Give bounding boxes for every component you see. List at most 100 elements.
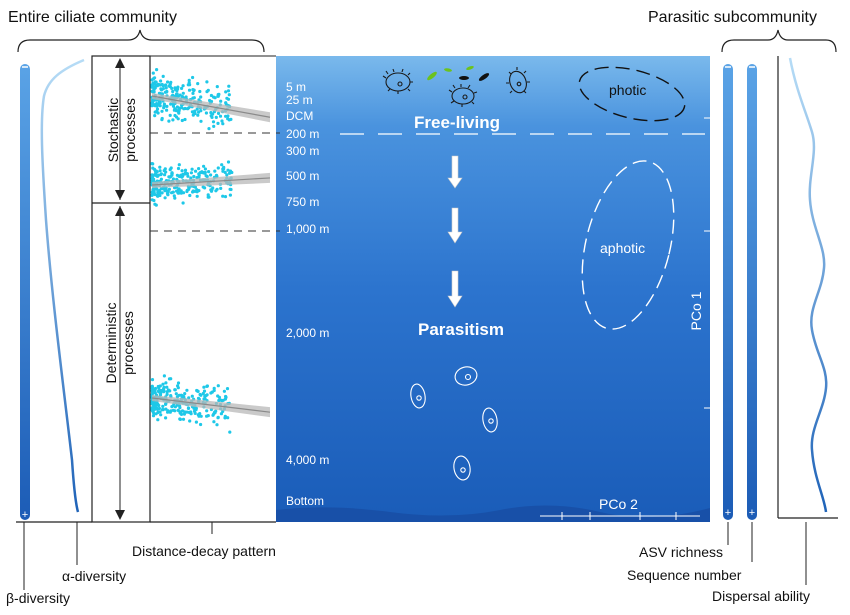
depth-label-5m: 5 m [286, 80, 307, 94]
scatter-point [151, 187, 156, 191]
scatter-point [154, 173, 158, 177]
header-entire-community: Entire ciliate community [8, 9, 177, 26]
scatter-point [201, 391, 205, 396]
deterministic-label-line-1: Deterministic [103, 302, 119, 384]
svg-text:+: + [725, 507, 731, 519]
depth-label-300m: 300 m [286, 144, 320, 158]
scatter-point [226, 114, 230, 118]
scatter-point [153, 192, 157, 197]
scatter-point [172, 194, 176, 198]
scatter-point [203, 397, 207, 401]
scatter-point [226, 160, 231, 164]
scatter-point [193, 109, 197, 113]
asv-richness-bar [723, 64, 733, 520]
scatter-point [166, 80, 170, 84]
beta-diversity-bar [20, 64, 30, 520]
scatter-point [181, 417, 186, 421]
scatter-point [161, 74, 165, 78]
scatter-point [166, 193, 170, 197]
process-box [91, 55, 151, 523]
scatter-point [158, 165, 162, 169]
scatter-point [219, 186, 223, 190]
down-arrow-3 [447, 270, 463, 308]
scatter-point [198, 412, 202, 416]
regression-line [151, 177, 271, 186]
scatter-point [216, 416, 220, 420]
scatter-point [190, 167, 194, 171]
depth-label-2000m: 2,000 m [286, 326, 330, 340]
scatter-point [181, 84, 185, 88]
scatter-point [165, 108, 169, 112]
scatter-point [157, 403, 161, 408]
scatter-point [154, 203, 158, 207]
scatter-point [215, 423, 219, 427]
scatter-point [205, 409, 209, 413]
header-parasitic-subcommunity: Parasitic subcommunity [648, 9, 817, 26]
scatter-point [155, 103, 160, 107]
scatter-point [220, 163, 224, 167]
scatter-point [167, 377, 172, 381]
scatter-point [229, 187, 233, 192]
scatter-point [170, 171, 174, 175]
scatter-point [193, 185, 197, 189]
free-living-ciliates [382, 67, 530, 107]
scatter-point [183, 117, 187, 122]
scatter-point [157, 386, 161, 390]
asv-richness-label: ASV richness [639, 544, 724, 560]
scatter-point [210, 115, 214, 119]
free-living-label: Free-living [414, 113, 500, 132]
regression-band [152, 395, 270, 418]
scatter-point [164, 402, 168, 406]
scatter-point [176, 166, 181, 171]
scatter-point [181, 91, 185, 95]
scatter-cloud-upper [150, 68, 271, 131]
scatter-point [165, 385, 169, 389]
scatter-point [154, 83, 158, 87]
scatter-point [164, 381, 168, 385]
scatter-point [212, 386, 216, 390]
scatter-point [175, 395, 179, 399]
scatter-point [151, 388, 155, 392]
scatter-point [223, 416, 227, 420]
scatter-point [158, 389, 162, 393]
scatter-point [163, 173, 167, 177]
scatter-point [160, 116, 164, 121]
scatter-point [196, 113, 200, 117]
dispersal-ability-label: Dispersal ability [712, 588, 811, 604]
scatter-point [165, 89, 169, 94]
scatter-point [150, 84, 154, 88]
scatter-point [153, 407, 157, 411]
scatter-point [151, 162, 155, 166]
scatter-point [228, 430, 232, 434]
scatter-point [164, 86, 168, 90]
scatter-point [177, 106, 181, 110]
scatter-point [191, 75, 195, 80]
scatter-point [228, 193, 232, 197]
scatter-point [224, 394, 228, 399]
scatter-point [223, 170, 227, 174]
scatter-point [178, 406, 182, 410]
scatter-point [165, 390, 169, 394]
scatter-point [202, 385, 206, 389]
scatter-point [194, 420, 198, 424]
scatter-point [180, 118, 184, 123]
scatter-point [176, 85, 180, 89]
scatter-point [202, 164, 206, 168]
scatter-point [181, 172, 185, 176]
scatter-point [199, 109, 203, 113]
down-arrow-1 [447, 155, 463, 189]
scatter-point [171, 93, 175, 97]
scatter-point [183, 106, 187, 111]
scatter-point [158, 393, 163, 397]
alpha-diversity-label: α-diversity [62, 568, 127, 584]
scatter-point [215, 187, 219, 191]
scatter-point [186, 174, 190, 178]
scatter-point [151, 166, 155, 170]
scatter-point [216, 384, 220, 388]
scatter-point [206, 193, 210, 197]
scatter-point [178, 191, 182, 195]
sequence-number-bar [747, 64, 757, 520]
scatter-point [188, 193, 192, 198]
